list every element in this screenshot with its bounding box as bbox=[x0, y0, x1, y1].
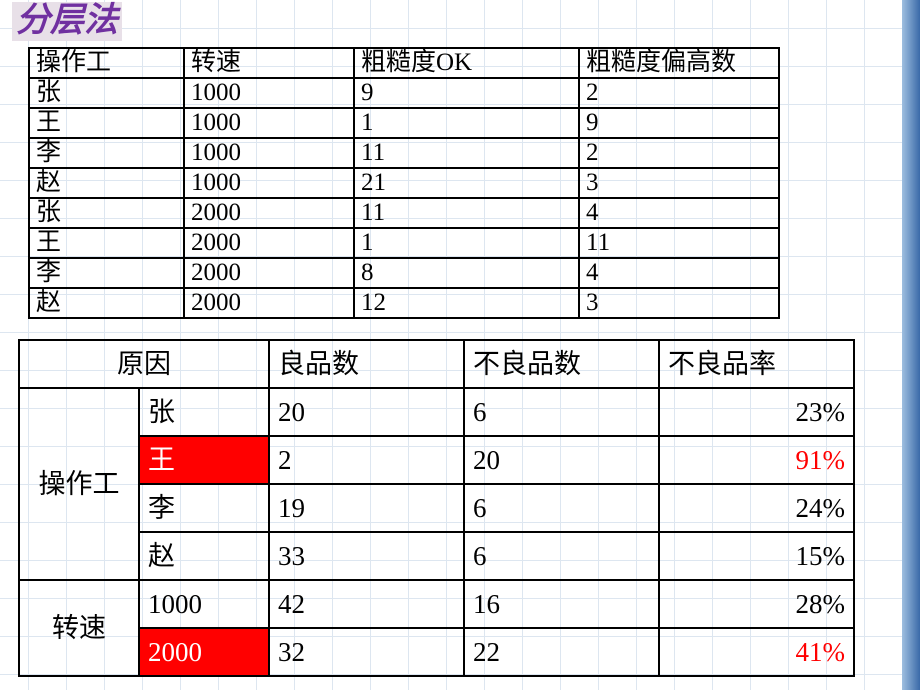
table-cell: 王 bbox=[29, 228, 184, 258]
table-cell: 张 bbox=[29, 78, 184, 108]
table-cell: 1000 bbox=[184, 168, 354, 198]
table-cell: 11 bbox=[579, 228, 779, 258]
table-cell: 1 bbox=[354, 228, 579, 258]
table-cell: 2000 bbox=[184, 198, 354, 228]
col-header: 粗糙度OK bbox=[354, 48, 579, 78]
cell-bad: 6 bbox=[464, 388, 659, 436]
table-cell: 12 bbox=[354, 288, 579, 318]
cell-good: 32 bbox=[269, 628, 464, 676]
cell-rate: 24% bbox=[659, 484, 854, 532]
table-row: 赵1000213 bbox=[29, 168, 779, 198]
col-good: 良品数 bbox=[269, 340, 464, 388]
cell-bad: 22 bbox=[464, 628, 659, 676]
table-row: 赵33615% bbox=[19, 532, 854, 580]
table-cell: 8 bbox=[354, 258, 579, 288]
col-bad: 不良品数 bbox=[464, 340, 659, 388]
cell-good: 20 bbox=[269, 388, 464, 436]
row-name: 2000 bbox=[139, 628, 269, 676]
stratified-table: 原因 良品数 不良品数 不良品率 操作工张20623%王22091%李19624… bbox=[18, 339, 855, 677]
table-cell: 1 bbox=[354, 108, 579, 138]
table-row: 张100092 bbox=[29, 78, 779, 108]
table-cell: 4 bbox=[579, 258, 779, 288]
cell-good: 2 bbox=[269, 436, 464, 484]
table-cell: 2 bbox=[579, 78, 779, 108]
table-cell: 4 bbox=[579, 198, 779, 228]
table-row: 转速1000421628% bbox=[19, 580, 854, 628]
table-cell: 2000 bbox=[184, 288, 354, 318]
table-cell: 21 bbox=[354, 168, 579, 198]
group-label: 操作工 bbox=[19, 388, 139, 580]
group-label: 转速 bbox=[19, 580, 139, 676]
cell-rate: 91% bbox=[659, 436, 854, 484]
row-name: 1000 bbox=[139, 580, 269, 628]
cell-bad: 16 bbox=[464, 580, 659, 628]
table-row: 李19624% bbox=[19, 484, 854, 532]
cell-good: 33 bbox=[269, 532, 464, 580]
row-name: 李 bbox=[139, 484, 269, 532]
table-cell: 11 bbox=[354, 198, 579, 228]
table-cell: 李 bbox=[29, 138, 184, 168]
cell-bad: 6 bbox=[464, 532, 659, 580]
table-cell: 赵 bbox=[29, 168, 184, 198]
table-cell: 1000 bbox=[184, 108, 354, 138]
slide-title: 分层法 bbox=[12, 2, 122, 41]
table-row: 王100019 bbox=[29, 108, 779, 138]
col-header: 粗糙度偏高数 bbox=[579, 48, 779, 78]
row-name: 王 bbox=[139, 436, 269, 484]
col-cause: 原因 bbox=[19, 340, 269, 388]
table-cell: 3 bbox=[579, 168, 779, 198]
table-row: 操作工张20623% bbox=[19, 388, 854, 436]
table-row: 李200084 bbox=[29, 258, 779, 288]
table-cell: 王 bbox=[29, 108, 184, 138]
table-row: 王22091% bbox=[19, 436, 854, 484]
table-cell: 李 bbox=[29, 258, 184, 288]
row-name: 赵 bbox=[139, 532, 269, 580]
cell-rate: 41% bbox=[659, 628, 854, 676]
table-cell: 1000 bbox=[184, 138, 354, 168]
table-header-row: 原因 良品数 不良品数 不良品率 bbox=[19, 340, 854, 388]
table-cell: 9 bbox=[354, 78, 579, 108]
table-cell: 2000 bbox=[184, 258, 354, 288]
cell-good: 19 bbox=[269, 484, 464, 532]
table-cell: 张 bbox=[29, 198, 184, 228]
table-cell: 9 bbox=[579, 108, 779, 138]
raw-data-table: 操作工转速粗糙度OK粗糙度偏高数张100092王100019李1000112赵1… bbox=[28, 47, 780, 319]
table-cell: 2000 bbox=[184, 228, 354, 258]
table-row: 赵2000123 bbox=[29, 288, 779, 318]
cell-bad: 20 bbox=[464, 436, 659, 484]
col-rate: 不良品率 bbox=[659, 340, 854, 388]
table-cell: 1000 bbox=[184, 78, 354, 108]
cell-rate: 15% bbox=[659, 532, 854, 580]
cell-rate: 28% bbox=[659, 580, 854, 628]
col-header: 转速 bbox=[184, 48, 354, 78]
cell-good: 42 bbox=[269, 580, 464, 628]
col-header: 操作工 bbox=[29, 48, 184, 78]
table-cell: 赵 bbox=[29, 288, 184, 318]
table-cell: 2 bbox=[579, 138, 779, 168]
table-row: 王2000111 bbox=[29, 228, 779, 258]
cell-rate: 23% bbox=[659, 388, 854, 436]
table-cell: 3 bbox=[579, 288, 779, 318]
row-name: 张 bbox=[139, 388, 269, 436]
table-header-row: 操作工转速粗糙度OK粗糙度偏高数 bbox=[29, 48, 779, 78]
table-cell: 11 bbox=[354, 138, 579, 168]
table-row: 张2000114 bbox=[29, 198, 779, 228]
right-edge-bar bbox=[902, 0, 920, 690]
table-row: 李1000112 bbox=[29, 138, 779, 168]
table-row: 2000322241% bbox=[19, 628, 854, 676]
cell-bad: 6 bbox=[464, 484, 659, 532]
